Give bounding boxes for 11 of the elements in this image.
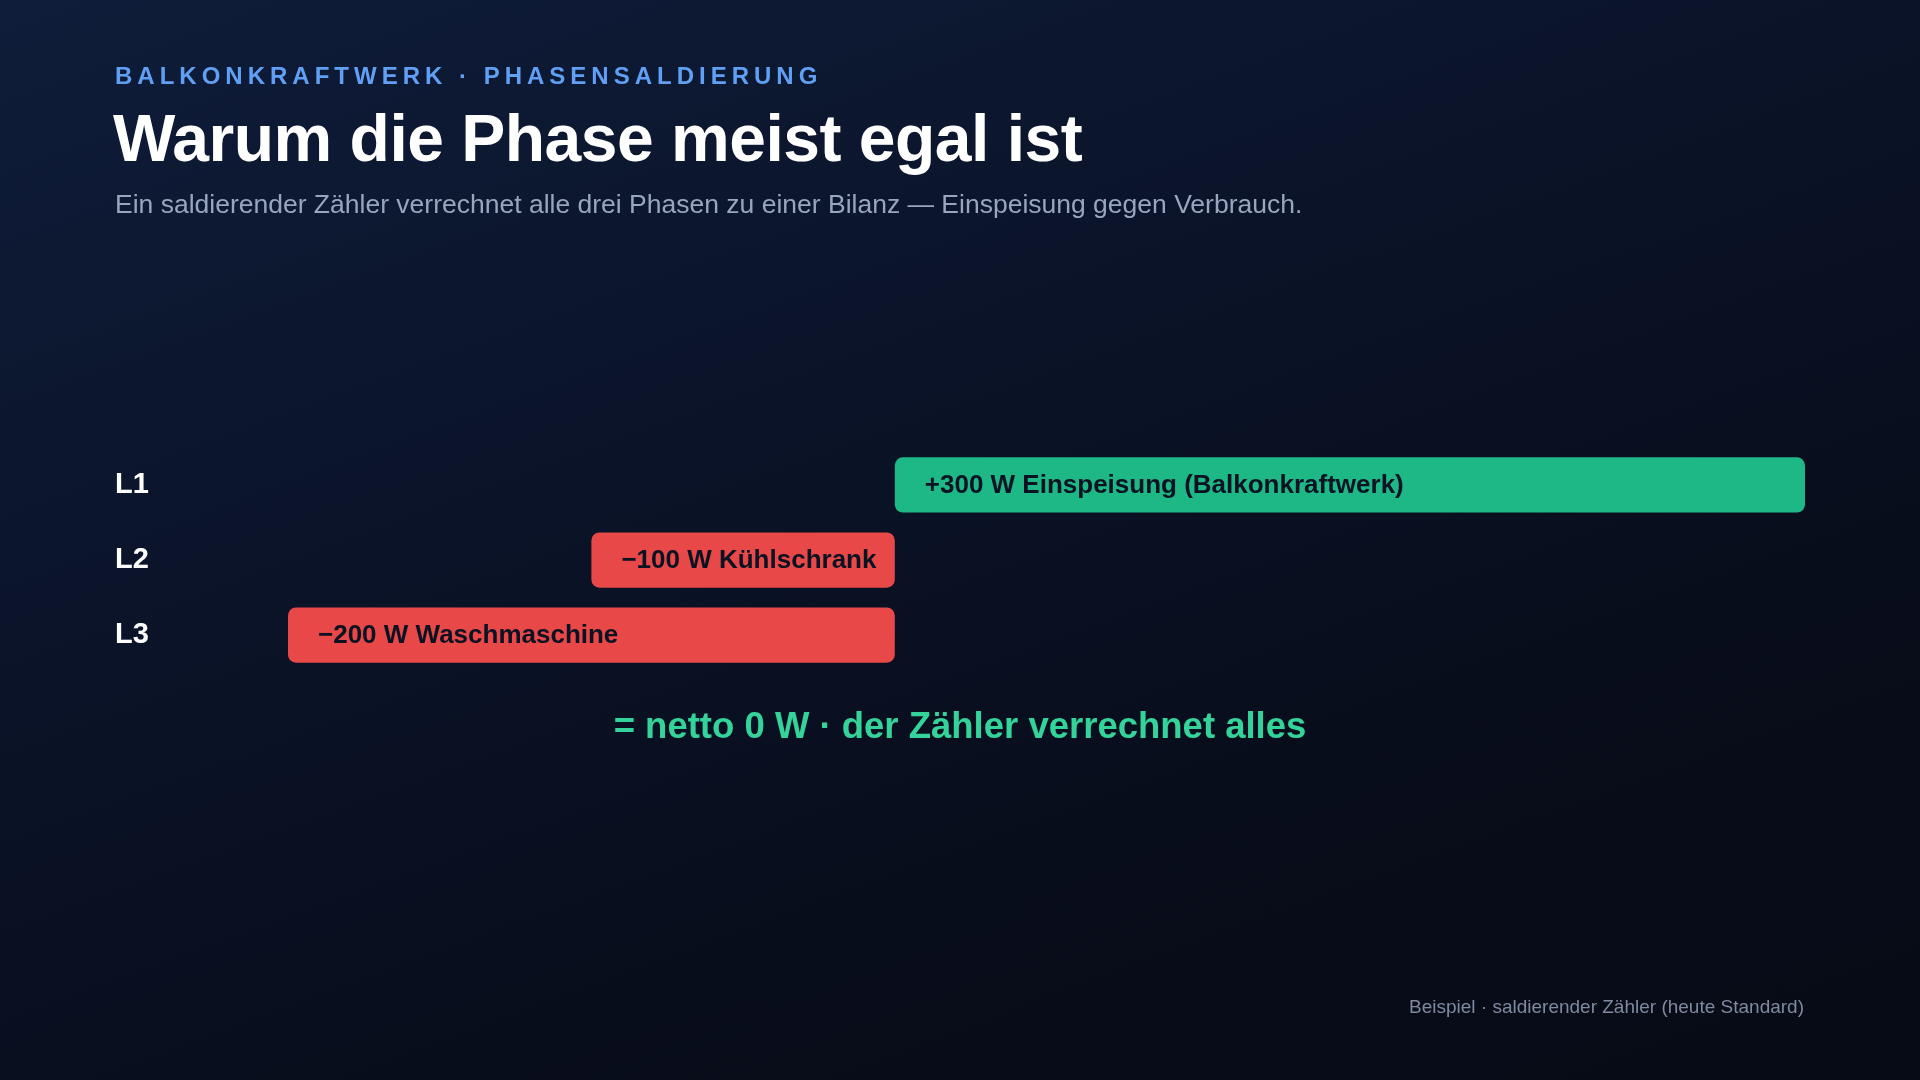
data-label: +300 W Einspeisung (Balkonkraftwerk)	[924, 469, 1404, 500]
y-tick-label: L2	[115, 542, 149, 574]
text: Beispiel · saldierender Zähler (heute Standard)	[1409, 995, 1804, 1019]
chart-title: Warum die Phase meist egal ist	[113, 100, 1083, 176]
text: = netto 0 W · der Zähler verrechnet alles	[613, 705, 1307, 746]
y-tick-label: L1	[115, 466, 149, 499]
y-tick-label: L3	[115, 617, 149, 650]
data-label: −100 W Kühlschrank	[621, 544, 877, 575]
chart-subtitle: Ein saldierender Zähler verrechnet alle drei Phasen zu einer Bilanz — Einspeisung gegen Verbrauch.	[115, 188, 1303, 220]
data-label: −200 W Waschmaschine	[318, 619, 619, 650]
text: BALKONKRAFTWERK · PHASENSALDIERUNG	[115, 62, 823, 90]
